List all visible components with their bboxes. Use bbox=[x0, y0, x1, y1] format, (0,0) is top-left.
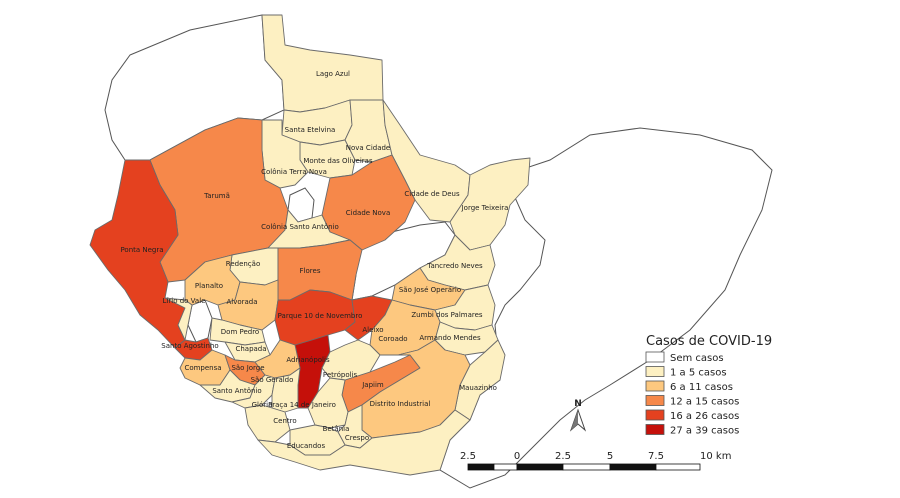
north-arrow-label: N bbox=[574, 399, 582, 409]
label-zumbi: Zumbi dos Palmares bbox=[411, 311, 483, 319]
label-sao-jose-operario: São José Operário bbox=[399, 286, 461, 294]
label-parque-10: Parque 10 de Novembro bbox=[278, 312, 363, 320]
label-cidade-nova: Cidade Nova bbox=[346, 209, 391, 217]
label-educandos: Educandos bbox=[287, 442, 326, 450]
neighborhood-jorge-teixeira bbox=[449, 157, 531, 251]
scale-segment bbox=[493, 463, 518, 471]
label-nova-cidade: Nova Cidade bbox=[346, 144, 391, 152]
scale-tick-label: 2.5 bbox=[460, 451, 476, 462]
label-tancredo-neves: Tancredo Neves bbox=[426, 262, 483, 270]
legend-label-c16_26: 16 a 26 casos bbox=[670, 411, 739, 422]
label-praca-14: Praça 14 de Janeiro bbox=[268, 401, 336, 409]
label-sao-geraldo: São Geraldo bbox=[251, 376, 294, 384]
label-cidade-de-deus: Cidade de Deus bbox=[404, 190, 460, 198]
label-colonia-santo-antonio: Colônia Santo Antônio bbox=[261, 223, 339, 231]
scale-tick-label: 7.5 bbox=[648, 451, 664, 462]
label-colonia-terra-nova: Colônia Terra Nova bbox=[261, 168, 327, 176]
label-jorge-teixeira: Jorge Teixeira bbox=[461, 204, 509, 212]
label-armando-mendes: Armando Mendes bbox=[419, 334, 481, 342]
scale-tick-label: 5 bbox=[607, 451, 613, 462]
label-planalto: Planalto bbox=[195, 282, 223, 290]
label-sao-jorge: São Jorge bbox=[231, 364, 264, 372]
legend-swatch-c27_39 bbox=[645, 424, 665, 435]
label-lago-azul: Lago Azul bbox=[316, 70, 350, 78]
label-maua: Mauazinho bbox=[459, 384, 497, 392]
scale-segment bbox=[467, 463, 495, 471]
legend-label-c6_11: 6 a 11 casos bbox=[670, 382, 733, 393]
legend-label-c1_5: 1 a 5 casos bbox=[670, 368, 727, 379]
label-gloria: Glória bbox=[252, 401, 273, 409]
municipality-outline bbox=[104, 14, 773, 489]
legend-label-none: Sem casos bbox=[670, 353, 724, 364]
scale-segment bbox=[516, 463, 564, 471]
label-aleixo: Aleixo bbox=[362, 326, 383, 334]
label-ponta-negra: Ponta Negra bbox=[120, 246, 163, 254]
label-flores: Flores bbox=[300, 267, 321, 275]
label-adrianopolis: Adrianópolis bbox=[286, 356, 330, 364]
scale-bar: 2.5 0 2.5 5 7.5 10 km bbox=[460, 451, 731, 471]
label-alvorada: Alvorada bbox=[226, 298, 257, 306]
southern-shore-area bbox=[257, 409, 471, 476]
label-petropolis: Petrópolis bbox=[323, 371, 358, 379]
scale-segment bbox=[562, 463, 611, 471]
scale-tick-label: 0 bbox=[514, 451, 520, 462]
label-santa-etelvina: Santa Etelvina bbox=[285, 126, 336, 134]
scale-tick-label: 10 km bbox=[700, 451, 731, 462]
label-dom-pedro: Dom Pedro bbox=[221, 328, 259, 336]
legend-title: Casos de COVID-19 bbox=[646, 334, 772, 349]
legend-swatch-none bbox=[645, 351, 665, 363]
legend-swatch-c6_11 bbox=[645, 380, 665, 392]
label-distrito-industrial: Distrito Industrial bbox=[370, 400, 431, 408]
legend-swatch-c1_5 bbox=[645, 366, 665, 377]
scale-segment bbox=[655, 463, 701, 471]
neighborhood-praca-14 bbox=[271, 367, 301, 413]
north-arrow-shade bbox=[571, 410, 578, 430]
neighborhood-polygons bbox=[89, 14, 531, 476]
label-coroado: Coroado bbox=[378, 335, 407, 343]
legend: Casos de COVID-19 Sem casos 1 a 5 casos 6 … bbox=[645, 334, 772, 437]
label-santo-agostinho: Santo Agostinho bbox=[161, 342, 218, 350]
label-betania: Betânia bbox=[323, 425, 350, 433]
label-lirio-do-vale: Lírio do Vale bbox=[163, 297, 206, 305]
label-taruma: Tarumã bbox=[203, 192, 230, 200]
legend-label-c27_39: 27 a 39 casos bbox=[670, 426, 739, 437]
label-japiim: Japiim bbox=[361, 381, 384, 389]
legend-swatch-c16_26 bbox=[645, 409, 665, 421]
label-redencao: Redenção bbox=[226, 260, 260, 268]
label-compensa: Compensa bbox=[184, 364, 221, 372]
north-arrow: N bbox=[569, 399, 587, 432]
neighborhood-labels: Lago Azul Santa Etelvina Nova Cidade Monte … bbox=[120, 70, 508, 450]
label-centro: Centro bbox=[273, 417, 296, 425]
scale-segment bbox=[609, 463, 657, 471]
legend-label-c12_15: 12 a 15 casos bbox=[670, 397, 739, 408]
label-santo-antonio: Santo Antônio bbox=[212, 387, 261, 395]
label-crespo: Crespo bbox=[345, 434, 369, 442]
scale-tick-label: 2.5 bbox=[555, 451, 571, 462]
legend-swatch-c12_15 bbox=[645, 395, 665, 406]
label-chapada: Chapada bbox=[235, 345, 266, 353]
label-monte-das-oliveiras: Monte das Oliveiras bbox=[303, 157, 373, 165]
neighborhood-lirio-do-vale bbox=[164, 297, 193, 341]
